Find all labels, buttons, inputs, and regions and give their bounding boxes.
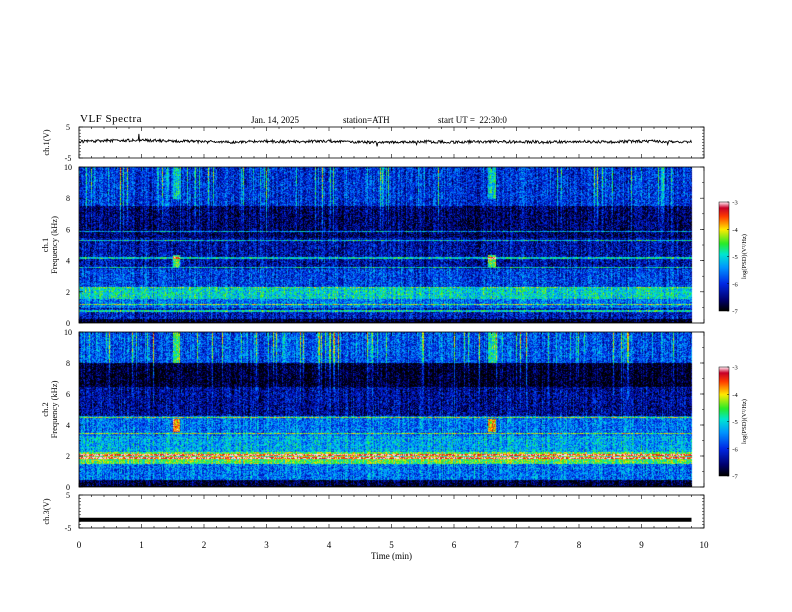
ch2-spectrogram-ytick-label: 2 [66, 452, 70, 461]
ch1-spectrogram-colorbar-label: log(PSD)(V²/Hz) [741, 234, 748, 279]
x-tick-label: 10 [700, 540, 710, 550]
ch3-waveform-ylabel: ch.3(V) [41, 498, 51, 524]
ch1-spectrogram-ytick-label: 4 [66, 257, 70, 266]
ch1-spectrogram-ytick-label: 2 [66, 288, 70, 297]
start-ut-label: start UT = 22:30:0 [438, 115, 507, 125]
ch2-spectrogram-ytick-label: 0 [66, 483, 70, 492]
ch1-spectrogram-colorbar-tick-label: -5 [732, 254, 737, 261]
x-tick-label: 5 [389, 540, 394, 550]
ch2-spectrogram-ytick-label: 8 [66, 359, 70, 368]
ch1-spectrogram-colorbar-tick-label: -3 [732, 200, 737, 207]
x-tick-label: 4 [327, 540, 332, 550]
ch1-waveform-ytick-label: -5 [65, 154, 72, 163]
ch2-spectrogram-ytick-label: 6 [66, 390, 70, 399]
ch1-spectrogram-spectrogram-image [79, 167, 704, 323]
ch1-spectrogram-ytick-label: 6 [66, 225, 70, 234]
ch1-spectrogram-colorbar-tick-label: -4 [732, 227, 738, 234]
x-tick-label: 8 [577, 540, 582, 550]
ch2-spectrogram-ylabel: ch.2 [40, 402, 50, 416]
spectrogram-images [79, 167, 729, 487]
ch2-spectrogram-colorbar-tick-label: -6 [732, 446, 738, 453]
station-label: station=ATH [343, 115, 390, 125]
x-tick-label: 7 [514, 540, 519, 550]
ch1-spectrogram-colorbar-tick-label: -7 [732, 309, 738, 316]
ch2-spectrogram-colorbar-tick-label: -5 [732, 419, 737, 426]
ch2-spectrogram-ylabel: Frequency (kHz) [49, 380, 59, 438]
ch1-spectrogram-ylabel: Frequency (kHz) [49, 216, 59, 274]
ch2-spectrogram-colorbar-label: log(PSD)(V²/Hz) [741, 399, 748, 444]
figure-title: VLF Spectra [80, 113, 143, 125]
ch2-spectrogram-ytick-label: 10 [64, 328, 72, 337]
plot-panels [78, 126, 730, 529]
x-tick-label: 1 [139, 540, 144, 550]
ch2-spectrogram-colorbar-tick-label: -3 [732, 365, 737, 372]
ch1-waveform-series-0 [78, 133, 692, 147]
ch1-waveform-ytick-label: 5 [66, 123, 70, 132]
x-tick-label: 2 [202, 540, 207, 550]
ch1-spectrogram-colorbar [719, 202, 729, 311]
ch1-spectrogram-ytick-label: 10 [64, 163, 72, 172]
ch1-spectrogram-ytick-label: 8 [66, 194, 70, 203]
ch1-spectrogram-ytick-label: 0 [66, 319, 70, 328]
ch2-spectrogram-ytick-label: 4 [66, 421, 70, 430]
ch2-spectrogram-colorbar-tick-label: -7 [732, 474, 738, 481]
ch2-spectrogram-colorbar-tick-label: -4 [732, 392, 738, 399]
ch3-waveform-ytick-label: 5 [66, 491, 70, 500]
ch2-spectrogram-colorbar [719, 367, 729, 476]
ch1-waveform-ylabel: ch.1(V) [41, 129, 51, 155]
ch1-spectrogram-ylabel: ch.1 [40, 238, 50, 252]
ch3-waveform-ytick-label: -5 [65, 524, 72, 533]
x-tick-label: 3 [264, 540, 269, 550]
x-tick-label: 9 [639, 540, 644, 550]
ch3-waveform-frame [78, 494, 705, 529]
ch2-spectrogram-spectrogram-image [79, 332, 704, 487]
x-tick-label: 6 [452, 540, 457, 550]
x-tick-label: 0 [77, 540, 82, 550]
x-axis-label: Time (min) [371, 551, 412, 561]
date-label: Jan. 14, 2025 [251, 115, 299, 125]
ch1-spectrogram-colorbar-tick-label: -6 [732, 281, 738, 288]
